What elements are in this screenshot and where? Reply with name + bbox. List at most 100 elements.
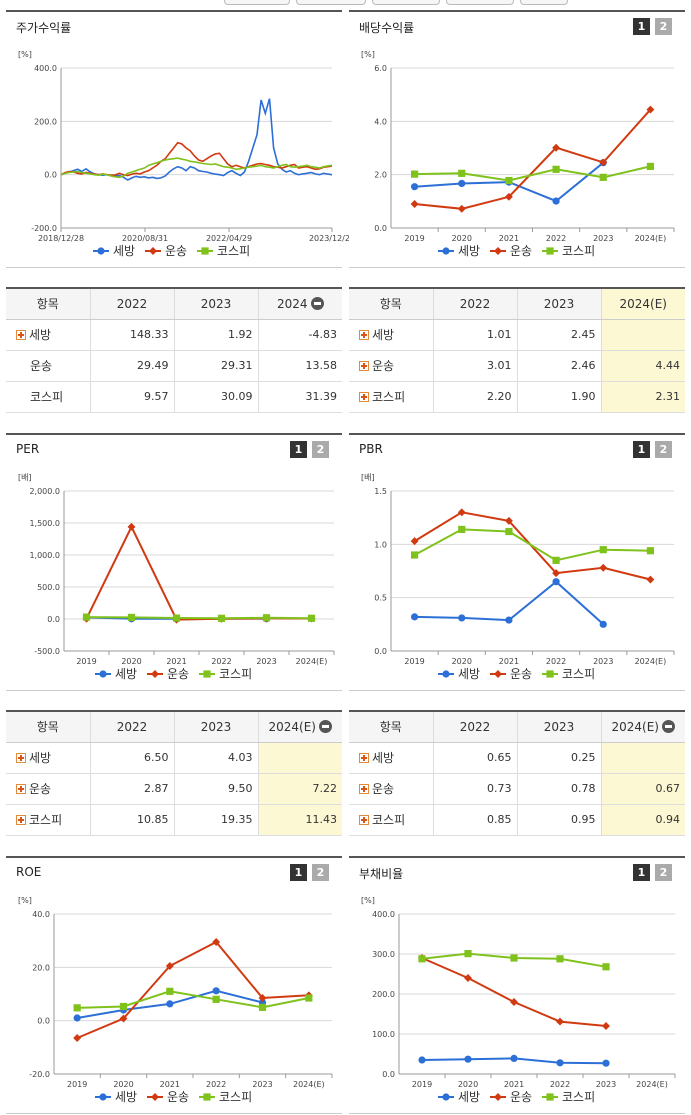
- toolbar-tab-button[interactable]: [296, 0, 366, 5]
- kospi-legend-label: 코스피: [217, 244, 250, 258]
- row-name-cell[interactable]: 운송: [349, 350, 433, 382]
- column-header: 2024(E): [600, 288, 685, 320]
- unsong-point-1: [464, 974, 472, 982]
- row-name: 운송: [372, 359, 395, 373]
- row-name-cell[interactable]: 코스피: [6, 804, 90, 836]
- kospi-point-4: [258, 1003, 267, 1011]
- table-row: 운송 2.87 9.50 7.22: [6, 773, 342, 805]
- view-1-button[interactable]: 1: [633, 864, 650, 881]
- unsong-point-1: [457, 204, 466, 213]
- unsong-series-line: [421, 957, 607, 1027]
- view-1-button[interactable]: 1: [633, 18, 650, 35]
- row-name-cell[interactable]: 운송: [349, 773, 433, 805]
- x-tick-label: 2020: [113, 1080, 133, 1089]
- column-header-label: 항목: [36, 720, 59, 735]
- unsong-point-2: [510, 998, 518, 1006]
- view-2-button[interactable]: 2: [655, 864, 672, 881]
- x-tick-label: 2022/04/29: [206, 234, 252, 243]
- kospi-legend-label: 코스피: [219, 667, 252, 681]
- kospi-point-legend: [546, 1093, 554, 1101]
- x-tick-label: 2022: [211, 657, 231, 666]
- kospi-point-2: [166, 987, 174, 995]
- expand-plus-icon[interactable]: [359, 815, 369, 825]
- column-header-label: 2023: [543, 296, 575, 311]
- unsong-legend-label: 운송: [167, 667, 189, 681]
- panel-title: PER: [16, 442, 40, 456]
- value-cell: 29.49: [89, 350, 174, 382]
- column-header: 항목: [6, 288, 90, 320]
- view-2-button[interactable]: 2: [655, 441, 672, 458]
- collapse-minus-icon[interactable]: [318, 719, 332, 733]
- value-cell: 13.58: [257, 350, 342, 382]
- collapse-minus-icon[interactable]: [661, 719, 675, 733]
- column-header-label: 2024(E): [619, 296, 667, 311]
- dividend-yield-chart: [%] 6.0 4.0 2.0 0.0 2019 2020 2021 2022 2023 2024(…: [361, 50, 675, 258]
- expand-plus-icon[interactable]: [359, 784, 369, 794]
- view-2-button[interactable]: 2: [312, 441, 329, 458]
- column-header-label: 2023: [543, 719, 575, 734]
- column-header: 2022: [89, 711, 174, 743]
- per-table: 항목 2022 2023 2024(E) 세방 6.50 4.03 운송 2.87 9.50 7.2…: [6, 710, 342, 836]
- row-name-cell[interactable]: 세방: [349, 742, 433, 774]
- unsong-point-0: [73, 1034, 82, 1042]
- view-1-button[interactable]: 1: [290, 864, 307, 881]
- x-tick-label: 2021: [499, 234, 519, 243]
- kospi-legend-label: 코스피: [219, 1090, 252, 1104]
- y-tick-label: 0.0: [382, 1070, 395, 1079]
- semang-series-line: [60, 98, 333, 181]
- x-tick-label: 2023: [596, 1080, 616, 1089]
- table-row: 코스피 10.85 19.35 11.43: [6, 804, 342, 836]
- expand-plus-icon[interactable]: [359, 753, 369, 763]
- y-tick-label: -500.0: [34, 647, 60, 656]
- expand-plus-icon[interactable]: [16, 330, 26, 340]
- row-name-cell[interactable]: 코스피: [349, 804, 433, 836]
- y-tick-label: 0.0: [44, 171, 57, 180]
- view-2-button[interactable]: 2: [655, 18, 672, 35]
- y-tick-label: 100.0: [372, 1030, 395, 1039]
- expand-plus-icon[interactable]: [16, 815, 26, 825]
- top-toolbar: [0, 0, 691, 8]
- debt-ratio-chart: [%] 400.0 300.0 200.0 100.0 0.0 2019 2020 2021 20…: [361, 896, 676, 1104]
- kospi-point-3: [556, 955, 564, 963]
- y-tick-label: -20.0: [29, 1070, 50, 1079]
- kospi-point-3: [552, 556, 560, 564]
- semang-point-0: [410, 183, 419, 191]
- expand-plus-icon[interactable]: [359, 392, 369, 402]
- view-2-button[interactable]: 2: [312, 864, 329, 881]
- kospi-point-5: [305, 994, 313, 1002]
- row-name-cell[interactable]: 운송: [6, 773, 90, 805]
- expand-plus-icon[interactable]: [359, 330, 369, 340]
- column-header-label: 항목: [36, 297, 59, 312]
- toolbar-tab-button[interactable]: [520, 0, 568, 5]
- toolbar-tab-button[interactable]: [446, 0, 514, 5]
- x-tick-label: 2022: [546, 234, 566, 243]
- kospi-point-3: [217, 614, 226, 622]
- toolbar-tab-button[interactable]: [372, 0, 440, 5]
- view-1-button[interactable]: 1: [290, 441, 307, 458]
- semang-legend-label: 세방: [115, 1090, 137, 1104]
- expand-plus-icon[interactable]: [16, 784, 26, 794]
- row-name-cell[interactable]: 세방: [6, 319, 90, 351]
- value-cell: 1.90: [516, 381, 601, 413]
- row-name-cell[interactable]: 코스피: [349, 381, 433, 413]
- x-tick-label: 2023/12/28: [309, 234, 355, 243]
- pbr-table: 항목 2022 2023 2024(E) 세방 0.65 0.25 운송 0.73 0.78 0.6…: [349, 710, 685, 836]
- y-tick-label: 0.5: [374, 594, 387, 603]
- row-name-cell[interactable]: 세방: [349, 319, 433, 351]
- toolbar-tab-button[interactable]: [224, 0, 290, 5]
- view-1-button[interactable]: 1: [633, 441, 650, 458]
- expand-plus-icon[interactable]: [16, 753, 26, 763]
- value-cell: [257, 742, 342, 774]
- row-name-cell[interactable]: 세방: [6, 742, 90, 774]
- unsong-point-5: [646, 575, 655, 584]
- collapse-minus-icon[interactable]: [310, 296, 324, 310]
- kospi-point-4: [602, 963, 610, 971]
- value-cell: 19.35: [173, 804, 258, 836]
- column-header-label: 2023: [200, 719, 232, 734]
- row-name: 운송: [29, 782, 52, 796]
- expand-plus-icon[interactable]: [359, 361, 369, 371]
- unsong-point-1: [127, 522, 136, 531]
- kospi-point-legend: [546, 247, 554, 255]
- table-row: 세방 6.50 4.03: [6, 742, 342, 774]
- unit-label: [%]: [18, 50, 32, 59]
